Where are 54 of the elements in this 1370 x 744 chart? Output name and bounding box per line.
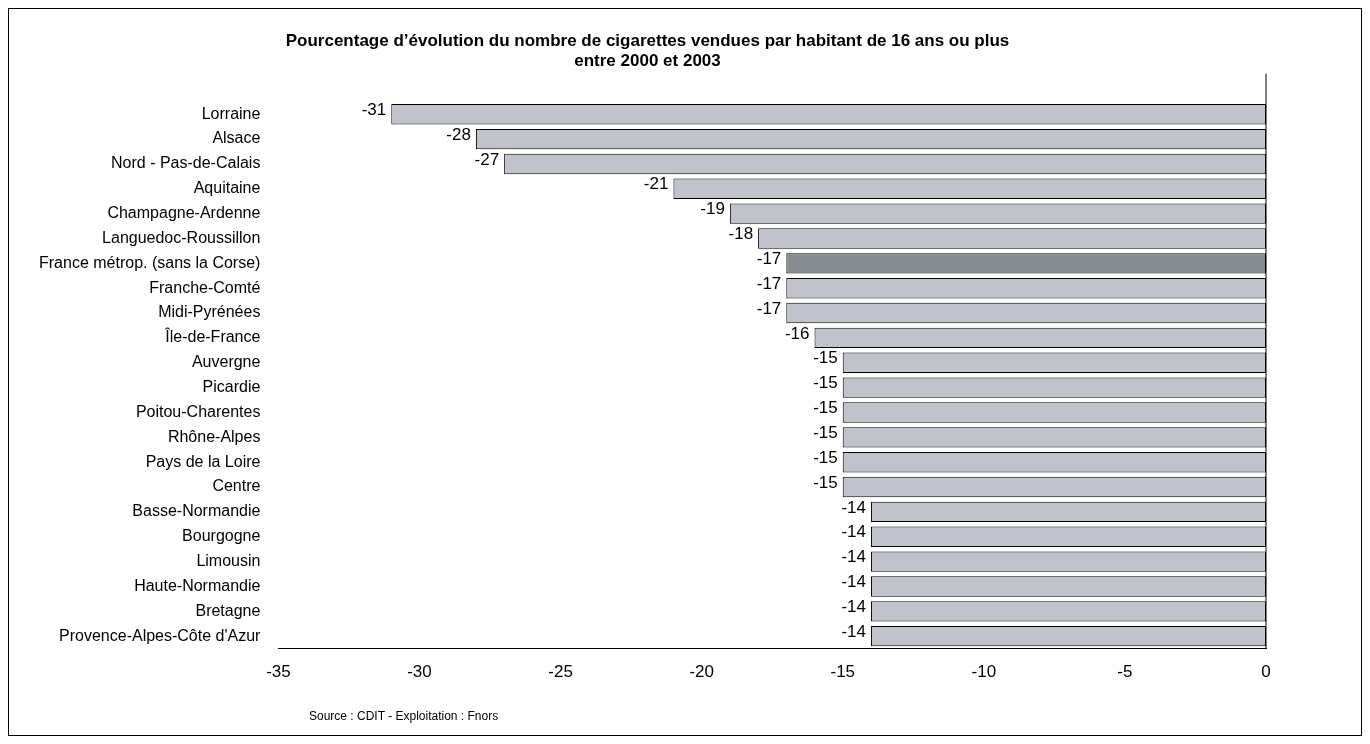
chart-title: Pourcentage d’évolution du nombre de cigarettes vendues par habitant de 16 ans ou plus entre 2000 et 2003 xyxy=(285,30,1010,71)
data-label: -14 xyxy=(841,597,866,617)
data-label: -17 xyxy=(756,273,782,293)
data-label: -19 xyxy=(700,199,725,219)
data-label: -21 xyxy=(643,174,669,194)
data-label: -15 xyxy=(813,398,838,418)
data-label: -15 xyxy=(813,423,838,443)
y-tick-label: Lorraine xyxy=(201,104,261,122)
x-tick-label: -30 xyxy=(407,662,432,682)
x-tick-label: -10 xyxy=(971,662,997,682)
y-tick-label: Provence-Alpes-Côte d'Azur xyxy=(59,626,262,644)
data-label: -17 xyxy=(756,249,782,269)
y-tick-label: Aquitaine xyxy=(193,179,261,197)
data-label: -18 xyxy=(728,224,754,244)
y-tick-label: Midi-Pyrénées xyxy=(158,303,261,321)
x-tick-label: -25 xyxy=(548,662,573,682)
data-label: -14 xyxy=(841,522,866,542)
y-tick-label: Champagne-Ardenne xyxy=(107,204,261,222)
y-tick-label: Basse-Normandie xyxy=(132,502,261,520)
source-note: Source : CDIT - Exploitation : Fnors xyxy=(309,709,499,723)
y-tick-label: Franche-Comté xyxy=(149,278,261,296)
data-label: -14 xyxy=(841,497,866,517)
y-tick-label: Languedoc-Roussillon xyxy=(102,228,261,246)
y-tick-label: Rhône-Alpes xyxy=(167,427,261,445)
data-label: -31 xyxy=(361,99,387,119)
data-label: -14 xyxy=(841,621,866,641)
x-tick-label: -5 xyxy=(1117,662,1133,682)
data-label: -28 xyxy=(446,124,471,144)
y-tick-label: Limousin xyxy=(196,552,261,570)
y-tick-label: Alsace xyxy=(212,129,261,147)
y-tick-label: Nord - Pas-de-Calais xyxy=(111,154,261,172)
data-label: -17 xyxy=(756,298,782,318)
x-tick-label: -15 xyxy=(830,662,856,682)
data-label: -15 xyxy=(813,447,838,467)
y-tick-label: Centre xyxy=(212,477,261,495)
y-tick-label: France métrop. (sans la Corse) xyxy=(39,253,261,271)
y-tick-label: Bourgogne xyxy=(182,527,261,545)
y-tick-label: Bretagne xyxy=(195,601,261,619)
data-label: -27 xyxy=(474,149,500,169)
x-tick-label: -20 xyxy=(689,662,714,682)
data-label: -15 xyxy=(813,348,838,368)
data-label: -15 xyxy=(813,373,838,393)
data-label: -16 xyxy=(784,323,810,343)
data-label: -14 xyxy=(841,547,866,567)
y-tick-label: Auvergne xyxy=(191,353,261,371)
y-tick-label: Picardie xyxy=(202,378,261,396)
y-tick-label: Haute-Normandie xyxy=(134,576,261,594)
data-label: -14 xyxy=(841,572,866,592)
x-tick-label: 0 xyxy=(1261,662,1271,682)
y-tick-label: Île-de-France xyxy=(164,327,261,346)
data-label: -15 xyxy=(813,472,838,492)
y-tick-label: Pays de la Loire xyxy=(145,452,261,470)
y-tick-label: Poitou-Charentes xyxy=(135,402,261,420)
x-tick-label: -35 xyxy=(266,662,291,682)
